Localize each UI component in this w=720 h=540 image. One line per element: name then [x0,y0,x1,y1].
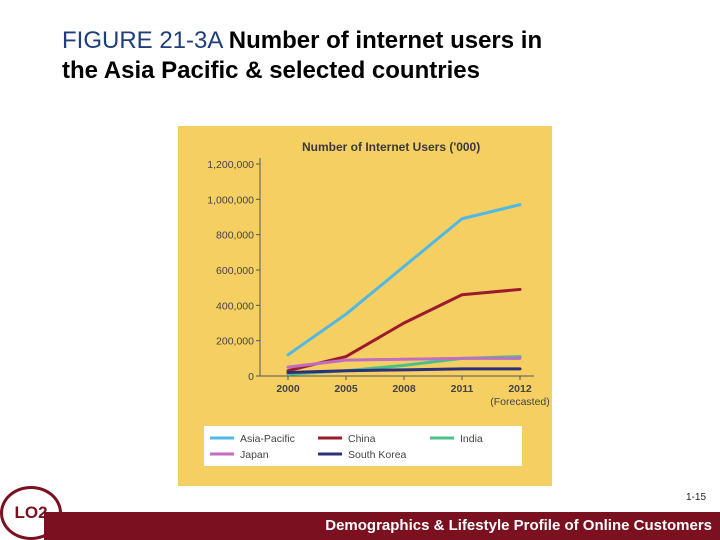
footer-text: Demographics & Lifestyle Profile of Onli… [325,517,712,534]
title-line-2: the Asia Pacific & selected countries [62,57,480,84]
series-line-japan [286,356,522,369]
legend-box [204,426,522,466]
x-tick-label: (Forecasted) [490,396,550,408]
y-tick-label: 1,000,000 [207,194,254,206]
footer-bar: Demographics & Lifestyle Profile of Onli… [44,512,720,540]
legend-label: China [348,433,376,445]
y-tick-label: 600,000 [216,265,254,277]
legend-label: South Korea [348,449,407,461]
legend-label: Japan [240,449,269,461]
figure-label: FIGURE 21-3A [62,27,223,54]
x-tick-label: 2008 [392,383,416,395]
x-tick-label: 2012 [508,383,532,395]
x-tick-label: 2005 [334,383,358,395]
y-tick-label: 1,200,000 [207,159,254,171]
chart-title: Number of Internet Users ('000) [302,140,480,154]
page-number: 1-15 [685,492,706,503]
x-tick-label: 2011 [451,383,474,395]
x-tick-label: 2000 [276,383,300,395]
y-tick-label: 400,000 [216,300,254,312]
line-chart: Number of Internet Users ('000) 0 200,000 4… [204,140,550,466]
y-tick-label: 800,000 [216,230,254,242]
chart-panel: Number of Internet Users ('000) 0 200,000 4… [178,126,552,486]
legend-label: Asia-Pacific [240,433,295,445]
title-text: Number of internet users in [228,27,543,54]
legend-label: India [460,433,483,445]
series-line-asia-pacific [286,203,522,357]
series-line-south-korea [286,367,522,374]
slide-title: FIGURE 21-3A Number of internet users in… [62,26,702,86]
y-tick-label: 0 [248,371,254,383]
y-tick-label: 200,000 [216,336,254,348]
